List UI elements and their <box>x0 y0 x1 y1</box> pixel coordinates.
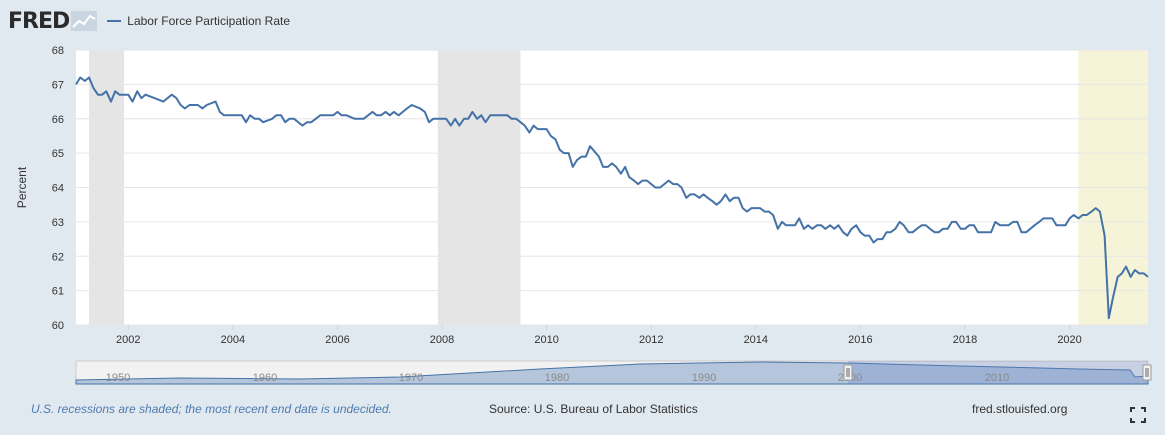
y-tick-label: 65 <box>52 148 64 160</box>
navigator-tick-label: 1980 <box>545 372 569 384</box>
navigator-tick-label: 1970 <box>399 372 423 384</box>
navigator-selection[interactable] <box>848 361 1148 384</box>
y-tick-label: 67 <box>52 79 64 91</box>
drag-handle-icon[interactable] <box>1142 364 1152 381</box>
y-tick-label: 60 <box>52 320 64 332</box>
x-tick-label: 2012 <box>639 334 663 346</box>
y-tick-label: 61 <box>52 286 64 298</box>
x-tick-label: 2006 <box>325 334 349 346</box>
navigator-tick-label: 1990 <box>692 372 716 384</box>
y-tick-label: 63 <box>52 217 64 229</box>
line-graph-icon <box>71 11 98 31</box>
recession-note: U.S. recessions are shaded; the most rec… <box>31 402 392 416</box>
fullscreen-icon[interactable] <box>1130 407 1146 423</box>
y-tick-label: 66 <box>52 114 64 126</box>
source-text: Source: U.S. Bureau of Labor Statistics <box>489 402 698 416</box>
navigator-tick-label: 1960 <box>253 372 277 384</box>
navigator-tick-label: 1950 <box>106 372 130 384</box>
x-tick-label: 2004 <box>221 334 245 346</box>
chart-legend: Labor Force Participation Rate <box>107 14 290 28</box>
y-tick-label: 64 <box>52 183 64 195</box>
navigator-tick-label: 2010 <box>985 372 1009 384</box>
x-tick-label: 2020 <box>1057 334 1081 346</box>
drag-handle-icon[interactable] <box>843 364 853 381</box>
legend-series-name[interactable]: Labor Force Participation Rate <box>127 14 291 28</box>
x-tick-label: 2016 <box>848 334 872 346</box>
y-tick-label: 62 <box>52 251 64 263</box>
site-link[interactable]: fred.stlouisfed.org <box>972 402 1068 416</box>
x-tick-label: 2002 <box>116 334 140 346</box>
series-line[interactable] <box>75 76 1149 320</box>
x-tick-label: 2018 <box>953 334 977 346</box>
legend-swatch <box>107 20 122 22</box>
y-axis-label: Percent <box>15 166 29 208</box>
y-tick-label: 68 <box>52 45 64 57</box>
x-tick-label: 2008 <box>430 334 454 346</box>
chart-header: FRED Labor Force Participation Rate <box>8 6 290 36</box>
navigator-series <box>75 361 1149 385</box>
fred-logo[interactable]: FRED <box>8 8 70 34</box>
x-tick-label: 2014 <box>744 334 768 346</box>
x-tick-label: 2010 <box>534 334 558 346</box>
line-chart: 60 61 62 63 64 65 66 67 68 2002 2004 2006 2008 2010 20… <box>15 45 1152 385</box>
